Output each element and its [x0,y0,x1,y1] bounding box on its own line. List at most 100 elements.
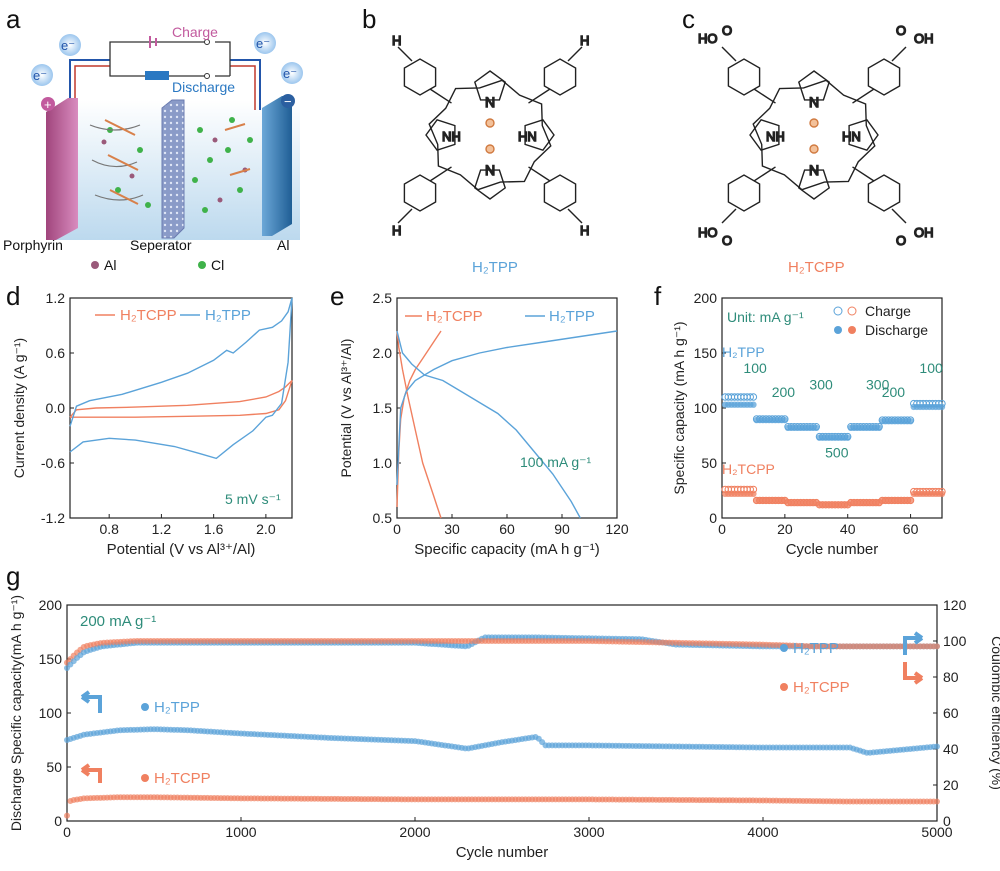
plus-terminal [41,97,55,111]
tcpp-capacity-point [934,798,940,805]
tpp-discharge-point [813,424,820,431]
circuit-wires [69,59,261,110]
legend-charge: Charge [865,303,911,319]
ion-arrows [104,119,251,205]
tpp-charge-point [749,393,758,401]
switch-contact [204,39,210,45]
x-axis-label: Specific capacity (mA h g⁻¹) [414,541,599,558]
tcpp-ce-label: H₂TCPP [793,679,850,696]
para-bond [567,208,583,224]
hn-label: HN [518,129,537,144]
al-electrode [262,96,292,236]
y-tick-label: 0.0 [46,400,66,416]
rate-label: 100 [743,360,767,376]
hn-label: HN [842,129,861,144]
panel-b: b N N HN NH H H H H H₂TPP [362,4,590,276]
panel-label-a: a [6,4,21,34]
y2-tick-label: 40 [943,741,959,757]
panel-f: f 0 20 40 60 0 50 100 150 200 Cycle number Specifi… [654,281,946,558]
carboxyl-label: OH [914,31,934,46]
current-density-label: 200 mA g⁻¹ [80,613,156,630]
y-axis-label: Specific capacity (mA h g⁻¹) [671,321,687,494]
hydrogen-label: H [392,223,401,238]
panel-label-d: d [6,281,20,311]
y2-axis-label: Coulombic efficiency (%) [989,636,1000,790]
cv-curve [69,297,293,460]
rate-label: 500 [825,444,849,460]
nitrogen-label: N [809,162,819,178]
phenyl-ring [543,174,577,212]
current-density-label: 100 mA g⁻¹ [520,454,592,470]
electron-glow [59,34,81,56]
y-tick-label: 1.0 [373,455,393,471]
gcd-curve [396,330,581,519]
x-tick-label: 40 [840,521,856,537]
meso-bond [429,166,452,182]
meso-bond [528,88,551,104]
scan-rate-label: 5 mV s⁻¹ [225,491,281,507]
para-bond [567,46,583,62]
pyrrole-ring [473,169,507,200]
panel-label-f: f [654,281,662,311]
tcpp-discharge-point [750,490,757,497]
minus-terminal [281,94,295,108]
tpp-discharge-point [781,416,789,424]
para-bond [721,46,737,62]
macrocycle-ring [428,79,552,191]
carbonyl-label: O [896,233,906,248]
y-tick-label: 50 [701,455,717,471]
y-tick-label: 0 [709,510,717,526]
y-tick-label: -0.6 [41,455,65,471]
legend-discharge-marker [848,326,856,334]
gcd-curve [396,330,618,486]
y-tick-label: 1.5 [373,400,393,416]
lone-pair [485,144,495,154]
carboxyl-label: OH [914,225,934,240]
svg-text:e⁻: e⁻ [283,66,297,81]
tpp-label: H₂TPP [722,344,765,360]
hydrogen-label: H [392,33,401,48]
x-tick-label: 0 [63,824,71,840]
phenyl-ring [867,58,901,96]
rate-label: 200 [882,384,906,400]
y2-tick-label: 100 [943,633,967,649]
phenyl-ring [727,174,761,212]
tpp-right-axis-arrow [903,631,924,655]
pyrrole-ring [749,118,780,152]
phenyl-ring [543,58,577,96]
carboxyl-label: HO [698,31,718,46]
tpp-name: H₂TPP [472,259,518,276]
tcpp-ce-point [934,643,940,650]
panel-label-c: c [682,4,695,34]
y-tick-label: 100 [694,400,718,416]
pyrrole-ring [473,70,507,101]
lone-pair [809,144,819,154]
y-tick-label: 0 [54,813,62,829]
para-bond [397,46,413,62]
pyrrole-ring [797,169,831,200]
tpp-capacity-point [934,743,940,750]
legend-tpp: H₂TPP [549,308,595,325]
panel-a: a Charge Discharge e⁻ e⁻ e⁻ e⁻ + − [3,4,303,273]
carbonyl-label: O [722,23,732,38]
x-tick-label: 3000 [573,824,604,840]
tcpp-discharge-point [938,490,946,497]
porphyrin-electrode [46,98,78,240]
tpp-charge-point [746,393,754,401]
nh-label: NH [442,129,461,144]
panel-label-b: b [362,4,376,34]
rate-label: 200 [772,384,796,400]
y-tick-label: 2.0 [373,345,393,361]
y-tick-label: 200 [694,290,718,306]
ion-cluster [107,117,253,213]
lone-pair [809,118,819,128]
x-tick-label: 120 [605,521,629,537]
carboxyl-label: HO [698,225,718,240]
x-tick-label: 2000 [399,824,430,840]
x-tick-label: 1.6 [204,521,224,537]
discharge-label: Discharge [172,79,235,95]
carbonyl-label: O [896,23,906,38]
meso-bond [429,88,452,104]
